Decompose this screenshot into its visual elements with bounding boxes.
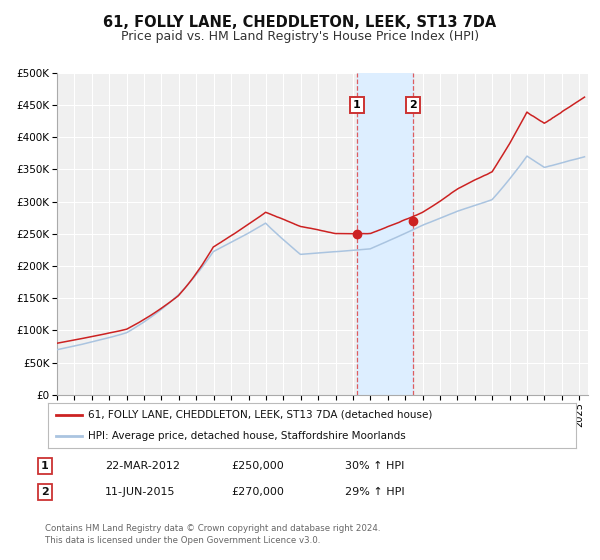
Text: Price paid vs. HM Land Registry's House Price Index (HPI): Price paid vs. HM Land Registry's House …: [121, 30, 479, 43]
Bar: [357, 73, 413, 395]
Text: 22-MAR-2012: 22-MAR-2012: [105, 461, 180, 471]
Text: HPI: Average price, detached house, Staffordshire Moorlands: HPI: Average price, detached house, Staf…: [88, 431, 406, 441]
Text: 1: 1: [353, 100, 361, 110]
Text: 2: 2: [409, 100, 417, 110]
Text: Contains HM Land Registry data © Crown copyright and database right 2024.: Contains HM Land Registry data © Crown c…: [45, 524, 380, 533]
Text: 2: 2: [41, 487, 49, 497]
Text: This data is licensed under the Open Government Licence v3.0.: This data is licensed under the Open Gov…: [45, 536, 320, 545]
Text: 11-JUN-2015: 11-JUN-2015: [105, 487, 176, 497]
Text: 61, FOLLY LANE, CHEDDLETON, LEEK, ST13 7DA: 61, FOLLY LANE, CHEDDLETON, LEEK, ST13 7…: [103, 15, 497, 30]
Text: 61, FOLLY LANE, CHEDDLETON, LEEK, ST13 7DA (detached house): 61, FOLLY LANE, CHEDDLETON, LEEK, ST13 7…: [88, 410, 432, 420]
Text: £250,000: £250,000: [231, 461, 284, 471]
Text: 29% ↑ HPI: 29% ↑ HPI: [345, 487, 404, 497]
Text: 30% ↑ HPI: 30% ↑ HPI: [345, 461, 404, 471]
Text: £270,000: £270,000: [231, 487, 284, 497]
Text: 1: 1: [41, 461, 49, 471]
